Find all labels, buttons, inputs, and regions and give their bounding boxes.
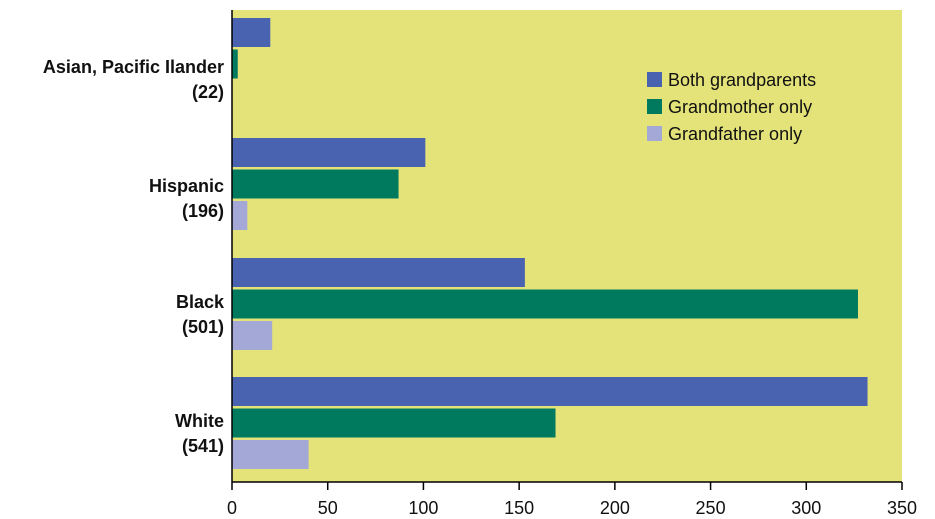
bar-grandmother-only-0 <box>232 49 238 79</box>
category-labels: Asian, Pacific Ilander (22) Hispanic (196) B… <box>43 57 225 456</box>
category-count-label: (501) <box>182 317 224 337</box>
bar-grandfather-only-1 <box>232 201 248 230</box>
x-tick-label: 300 <box>791 498 821 518</box>
category-label: White <box>175 411 224 431</box>
x-tick-label: 0 <box>227 498 237 518</box>
bar-both-grandparents-2 <box>232 258 525 287</box>
legend-swatch <box>647 99 662 114</box>
category-count-label: (22) <box>192 82 224 102</box>
bar-grandfather-only-2 <box>232 321 273 350</box>
legend-label: Grandmother only <box>668 97 812 117</box>
x-tick-label: 250 <box>696 498 726 518</box>
legend: Both grandparents Grandmother only Grandfa… <box>647 70 816 144</box>
x-tick-label: 50 <box>318 498 338 518</box>
category-count-label: (196) <box>182 201 224 221</box>
x-tick-label: 200 <box>600 498 630 518</box>
category-count-label: (541) <box>182 436 224 456</box>
category-label: Black <box>176 292 225 312</box>
legend-swatch <box>647 72 662 87</box>
x-tick-label: 350 <box>887 498 917 518</box>
x-tick-label: 150 <box>504 498 534 518</box>
legend-swatch <box>647 126 662 141</box>
bar-both-grandparents-3 <box>232 377 868 406</box>
category-label: Hispanic <box>149 176 224 196</box>
x-tick-label: 100 <box>408 498 438 518</box>
bar-both-grandparents-0 <box>232 18 271 47</box>
legend-label: Both grandparents <box>668 70 816 90</box>
x-axis: 0 50 100 150 200 250 300 350 <box>227 10 917 518</box>
bar-both-grandparents-1 <box>232 138 426 167</box>
bar-grandmother-only-2 <box>232 289 858 319</box>
category-label: Asian, Pacific Ilander <box>43 57 224 77</box>
bar-grandfather-only-3 <box>232 440 309 469</box>
bars-group <box>232 18 868 469</box>
legend-label: Grandfather only <box>668 124 802 144</box>
bar-grandmother-only-1 <box>232 169 399 199</box>
bar-grandmother-only-3 <box>232 408 556 438</box>
